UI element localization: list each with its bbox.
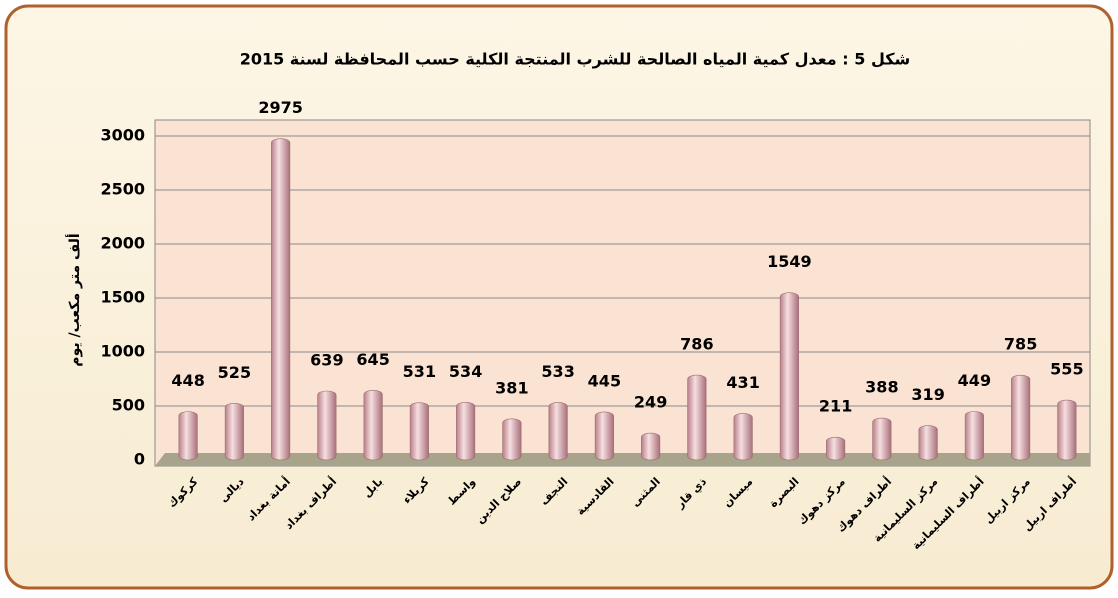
bar [363,390,383,461]
y-tick-label: 1000 [100,342,145,361]
plot-area [154,119,1091,467]
bar [872,417,892,461]
chart-title: شكل 5 : معدل كمية المياه الصالحة للشرب ا… [240,50,911,69]
value-label: 449 [958,371,991,390]
value-label: 533 [541,362,574,381]
value-label: 786 [680,335,713,354]
value-label: 381 [495,378,528,397]
bar [178,411,198,461]
floor [155,453,1090,466]
value-label: 319 [911,385,944,404]
bar [409,402,429,461]
bar [779,292,799,461]
bar [548,402,568,461]
value-label: 2975 [258,98,303,117]
bar [456,402,476,461]
value-label: 431 [726,373,759,392]
bar [317,390,337,461]
bar [1011,374,1031,461]
value-label: 534 [449,362,482,381]
value-label: 448 [171,371,204,390]
bar [502,418,522,461]
value-label: 1549 [767,252,812,271]
y-tick-label: 3000 [100,126,145,145]
value-label: 785 [1004,335,1037,354]
value-label: 445 [588,371,621,390]
value-label: 525 [218,363,251,382]
y-tick-label: 0 [134,450,145,469]
value-label: 639 [310,350,343,369]
value-label: 388 [865,378,898,397]
bar [271,138,291,461]
bar [918,425,938,461]
value-label: 645 [356,350,389,369]
bar [733,413,753,461]
bar [224,402,244,461]
value-label: 249 [634,393,667,412]
y-tick-label: 2500 [100,180,145,199]
bar [1057,399,1077,461]
value-label: 211 [819,397,852,416]
bar [594,411,614,461]
value-label: 531 [403,362,436,381]
y-axis-label: ألف متر مكعب/ يوم [65,233,83,366]
bar [964,411,984,461]
y-tick-label: 1500 [100,288,145,307]
bar [641,432,661,461]
y-tick-label: 2000 [100,234,145,253]
y-tick-label: 500 [112,396,145,415]
bar [826,436,846,461]
bar [687,374,707,461]
value-label: 555 [1050,360,1083,379]
